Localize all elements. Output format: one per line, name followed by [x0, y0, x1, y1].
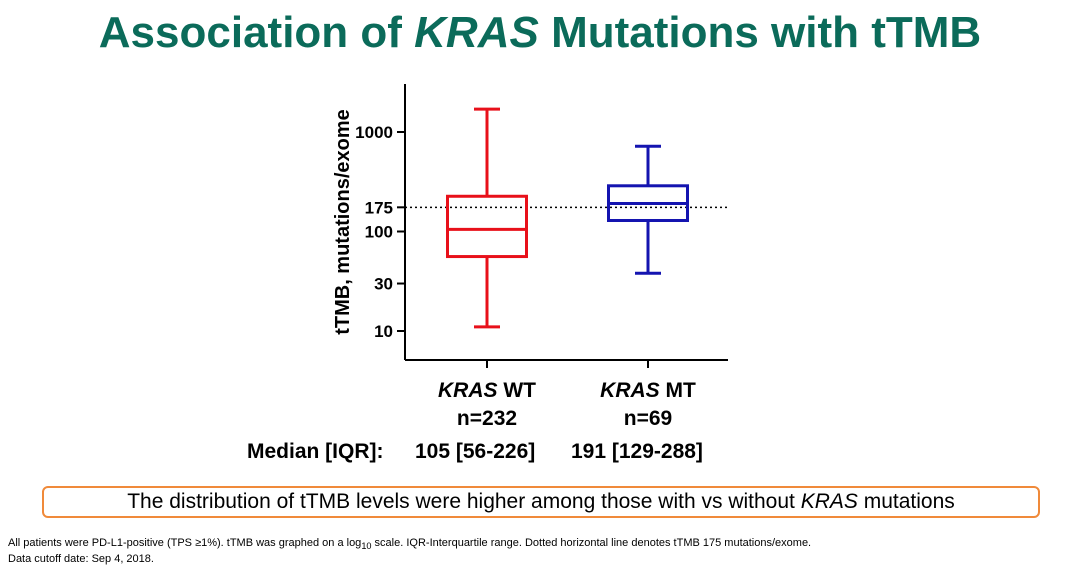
- y-tick-label: 100: [365, 223, 393, 242]
- y-tick-label: 175: [365, 198, 393, 217]
- median-iqr-label: Median [IQR]:: [247, 440, 384, 463]
- y-axis-label: tTMB, mutations/exome: [332, 109, 354, 335]
- footnote-line1: All patients were PD-L1-positive (TPS ≥1…: [8, 537, 1068, 553]
- boxes-layer: [446, 107, 689, 329]
- x-category-label: KRAS MT: [600, 379, 696, 402]
- footnote-subscript: 10: [361, 541, 372, 552]
- title-part3: Mutations with tTMB: [538, 8, 982, 57]
- category-status: MT: [660, 379, 696, 402]
- footnote-line1-a: All patients were PD-L1-positive (TPS ≥1…: [8, 537, 362, 549]
- x-category-n: n=232: [457, 407, 517, 430]
- y-tick-label: 10: [374, 322, 393, 341]
- category-gene: KRAS: [438, 379, 498, 402]
- title-part1: Association of: [98, 8, 415, 57]
- box-mt: [607, 144, 689, 275]
- callout-part3: mutations: [857, 490, 955, 513]
- median-iqr-wt: 105 [56-226]: [415, 440, 536, 463]
- x-category-label: KRAS WT: [438, 379, 536, 402]
- median-iqr-row: Median [IQR]: 105 [56-226] 191 [129-288]: [0, 440, 1080, 470]
- category-gene: KRAS: [600, 379, 660, 402]
- callout-part1: The distribution of tTMB levels were hig…: [127, 490, 801, 513]
- footnote-line1-b: scale. IQR-Interquartile range. Dotted h…: [371, 537, 812, 549]
- conclusion-callout: The distribution of tTMB levels were hig…: [42, 486, 1040, 518]
- title-gene: KRAS: [414, 8, 539, 57]
- footnote: All patients were PD-L1-positive (TPS ≥1…: [8, 537, 1068, 566]
- iqr-box: [446, 194, 528, 259]
- slide-title: Association of KRAS Mutations with tTMB: [0, 8, 1080, 58]
- y-tick-label: 30: [374, 275, 393, 294]
- y-tick-label: 1000: [355, 123, 393, 142]
- callout-gene: KRAS: [800, 490, 858, 513]
- x-labels-layer: KRAS WT n=232 KRAS MT n=69: [438, 379, 696, 430]
- median-iqr-mt: 191 [129-288]: [571, 440, 703, 463]
- category-status: WT: [498, 379, 537, 402]
- footnote-line2: Data cutoff date: Sep 4, 2018.: [8, 553, 154, 566]
- box-wt: [446, 107, 528, 329]
- x-category-n: n=69: [624, 407, 672, 430]
